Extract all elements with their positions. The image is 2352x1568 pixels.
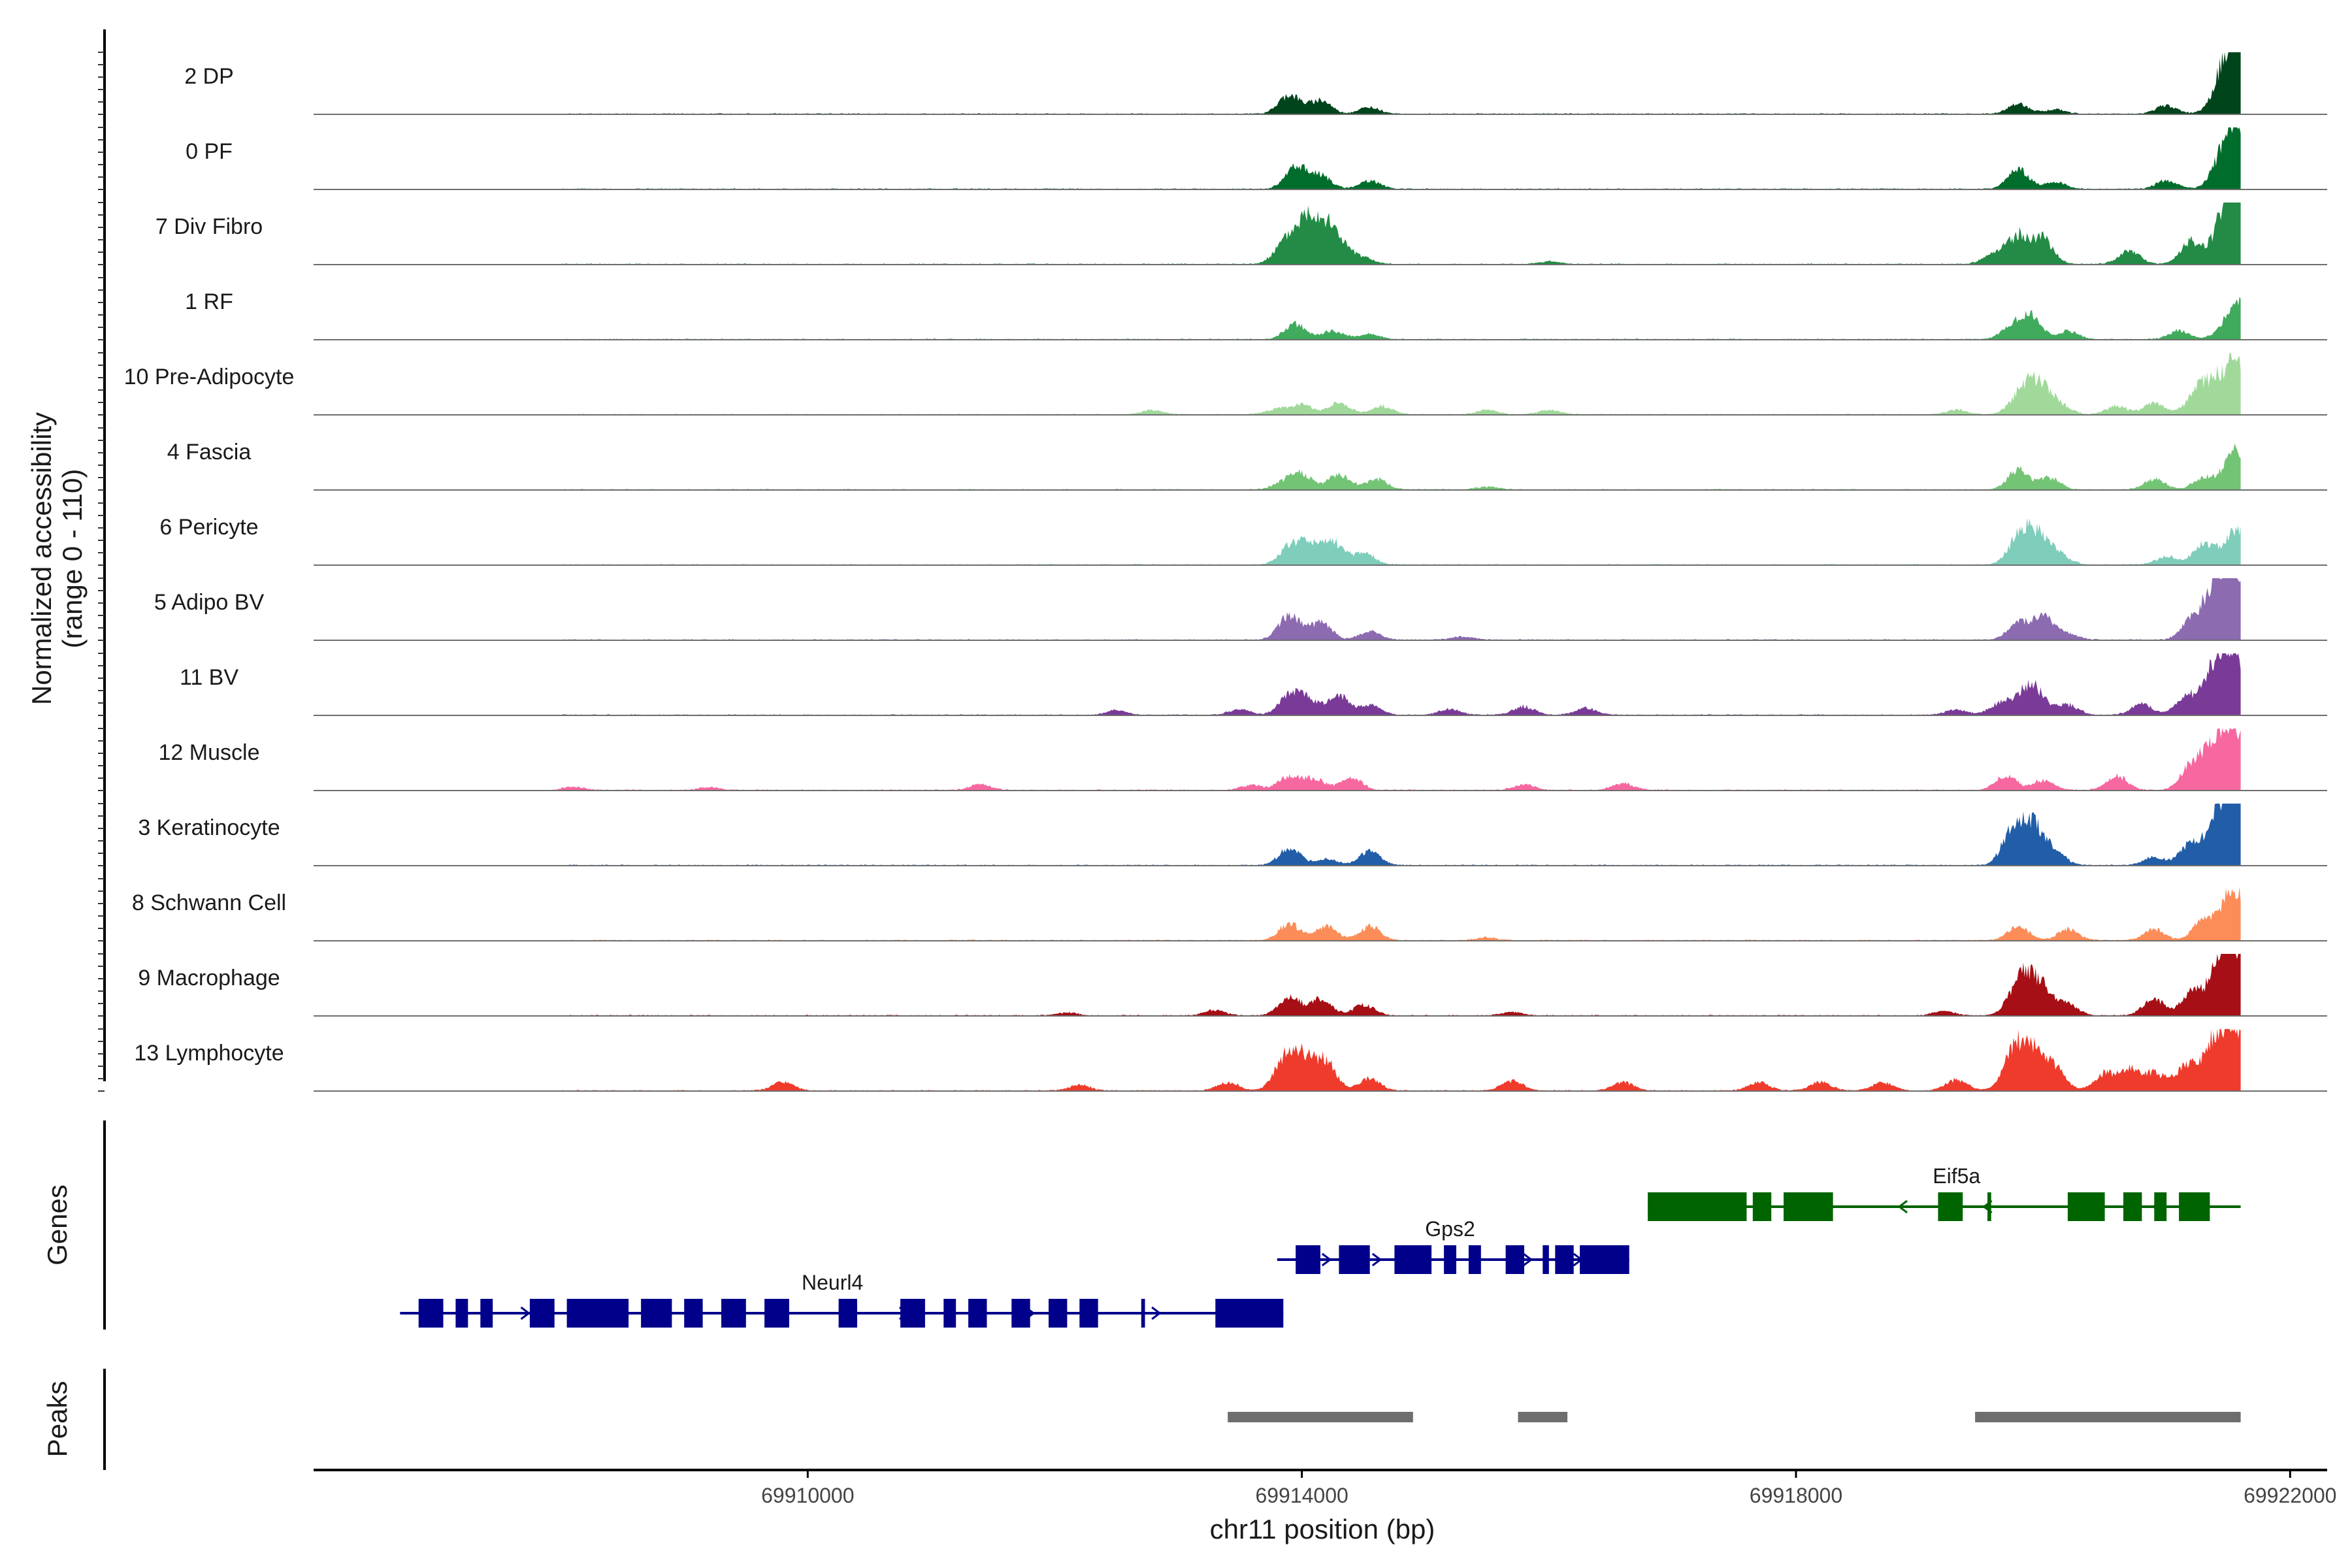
exon-block [1784,1192,1833,1221]
coverage-area [314,887,2241,941]
y-axis-title-line2: (range 0 - 110) [57,469,88,649]
coverage-tracks: 2 DP 0 PF 7 Div Fibro 1 RF 10 Pre-Adipocyte 4… [124,52,2327,1092]
strand-arrow [1151,1306,1162,1320]
track-label: 10 Pre-Adipocyte [124,365,295,389]
exon-block [1215,1299,1284,1328]
x-tick-label: 69918000 [1750,1484,1842,1507]
exon-block [480,1299,493,1328]
exon-block [529,1299,555,1328]
strand-arrow [1371,1252,1382,1267]
exon-block [1580,1245,1629,1274]
track-label: 1 RF [185,289,233,314]
exon-block [1555,1245,1574,1274]
track-label: 11 BV [180,665,238,690]
track-label: 13 Lymphocyte [134,1041,284,1066]
genes-track-title: Genes [42,1184,73,1266]
coverage-area [314,1029,2241,1091]
track-label: 12 Muscle [159,740,260,765]
track-label: 3 Keratinocyte [138,815,280,840]
track-label: 8 Schwann Cell [132,890,286,915]
coverage-area [314,52,2241,114]
exon-block [2154,1192,2167,1221]
exon-block [2123,1192,2142,1221]
coverage-area [314,954,2241,1016]
exon-block [1296,1245,1320,1274]
track-label: 0 PF [186,139,233,164]
gene-label: Eif5a [1933,1164,1980,1188]
exon-block [721,1299,746,1328]
track-label: 9 Macrophage [138,966,280,990]
peaks-track [1228,1412,2241,1422]
y-axis-title-line1: Normalized accessibility [26,412,57,705]
track-label: 4 Fascia [167,440,252,465]
x-tick-label: 69922000 [2244,1484,2336,1507]
exon-block [1505,1245,1524,1274]
coverage-area [314,804,2241,866]
exon-block [1752,1192,1772,1221]
exon-block [1339,1245,1370,1274]
exon-block [1444,1245,1456,1274]
x-tick-label: 69914000 [1255,1484,1348,1507]
coverage-area [314,728,2241,791]
peaks-track-title: Peaks [42,1381,73,1458]
gene-label: Gps2 [1425,1217,1475,1241]
y-axis [98,29,106,1092]
x-tick-label: 69910000 [761,1484,854,1507]
exon-block [1938,1192,1963,1221]
exon-block [968,1299,987,1328]
peak-region [1975,1412,2241,1422]
exon-block [943,1299,956,1328]
track-label: 6 Pericyte [159,515,258,540]
coverage-area [314,578,2241,640]
peak-region [1228,1412,1413,1422]
strand-arrow [1321,1252,1332,1267]
track-label: 5 Adipo BV [154,590,265,615]
exon-block [1079,1299,1098,1328]
x-axis: 69910000 69914000 69918000 69922000 [314,1469,2336,1507]
exon-block [1049,1299,1068,1328]
exon-block [1141,1299,1145,1328]
gene-annotation-track: Eif5a Gps2 Neurl4 [400,1164,2241,1328]
coverage-area [314,517,2241,565]
exon-block [641,1299,672,1328]
exon-block [838,1299,857,1328]
exon-block [418,1299,444,1328]
exon-block [1394,1245,1432,1274]
exon-block [1987,1192,1991,1221]
track-label: 7 Div Fibro [155,214,263,239]
exon-block [1648,1192,1747,1221]
coverage-area [314,353,2241,415]
exon-block [764,1299,789,1328]
x-axis-title: chr11 position (bp) [1210,1514,1435,1544]
exon-block [566,1299,629,1328]
exon-block [1543,1245,1549,1274]
exon-block [1011,1299,1030,1328]
exon-block [2067,1192,2105,1221]
track-label: 2 DP [184,64,234,89]
coverage-area [314,297,2241,340]
peak-region [1518,1412,1568,1422]
coverage-area [314,443,2241,490]
exon-block [684,1299,703,1328]
coverage-area [314,653,2241,715]
gene-label: Neurl4 [802,1271,863,1294]
strand-arrow [1897,1200,1908,1214]
exon-block [2179,1192,2210,1221]
exon-block [900,1299,925,1328]
coverage-area [314,127,2241,189]
strand-arrow [1522,1252,1533,1267]
coverage-area [314,203,2241,265]
exon-block [1468,1245,1481,1274]
exon-block [455,1299,468,1328]
strand-arrow [520,1306,531,1320]
